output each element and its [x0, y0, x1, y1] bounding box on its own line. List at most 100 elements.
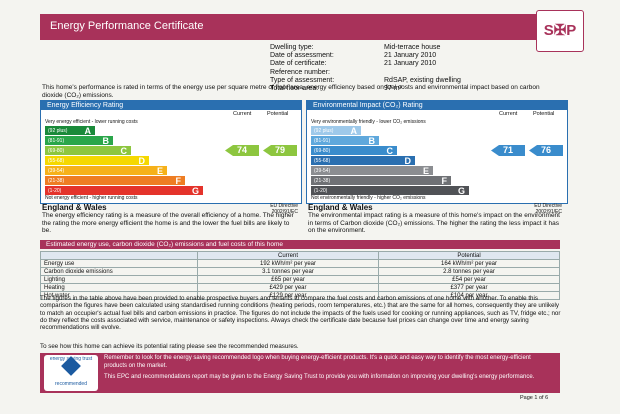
band-range: (55-68)	[314, 158, 331, 164]
intro-text: This home's performance is rated in term…	[42, 84, 540, 99]
band-range: (92 plus)	[314, 128, 334, 134]
band-d: (55-68) D	[45, 156, 149, 166]
environment-rating-box: Environmental Impact (CO₂) Rating Curren…	[306, 100, 568, 204]
band-f: (21-38) F	[311, 176, 451, 186]
certificate-header: Energy Performance Certificate	[40, 14, 560, 40]
environment-description: The environmental impact rating is a mea…	[308, 212, 560, 235]
detail-value: RdSAP, existing dwelling	[384, 76, 461, 84]
page-number: Page 1 of 6	[520, 395, 549, 401]
band-letter: C	[386, 146, 394, 156]
detail-label: Reference number:	[270, 68, 330, 76]
detail-value: 21 January 2010	[384, 52, 437, 60]
band-g: (1-20) G	[45, 186, 203, 196]
band-range: (1-20)	[48, 188, 62, 194]
band-c: (69-80) C	[45, 146, 131, 156]
band-range: (81-91)	[48, 138, 65, 144]
table-header-row: Current Potential	[40, 251, 560, 260]
estimates-title: Estimated energy use, carbon dioxide (CO…	[46, 241, 283, 248]
band-range: (69-80)	[314, 148, 331, 154]
band-e: (39-54) E	[45, 166, 167, 176]
energy-rating-box: Energy Efficiency Rating Current Potenti…	[40, 100, 302, 204]
band-g: (1-20) G	[311, 186, 469, 196]
environment-rating-title: Environmental Impact (CO₂) Rating	[307, 101, 567, 110]
detail-label: Date of certificate:	[270, 60, 327, 68]
table-row: Energy use 192 kWh/m² per year 164 kWh/m² …	[40, 259, 560, 268]
table-row: Carbon dioxide emissions 3.1 tonnes per y…	[40, 267, 560, 276]
band-letter: B	[368, 136, 376, 146]
table-cell: 192 kWh/m² per year	[197, 259, 379, 268]
band-e: (39-54) E	[311, 166, 433, 176]
band-letter: G	[191, 186, 199, 196]
energy-saving-recommended-logo: energy saving trust recommended	[44, 355, 98, 391]
table-cell: Energy use	[40, 259, 198, 268]
detail-value: 21 January 2010	[384, 60, 437, 68]
estimates-table: Current Potential Energy use 192 kWh/m² p…	[40, 251, 560, 300]
recommendations-note: To see how this home can achieve its pot…	[40, 343, 299, 350]
band-letter: B	[102, 136, 110, 146]
band-c: (69-80) C	[311, 146, 397, 156]
band-letter: A	[84, 126, 92, 136]
band-range: (69-80)	[48, 148, 65, 154]
band-range: (92 plus)	[48, 128, 68, 134]
estimates-title-bar: Estimated energy use, carbon dioxide (CO…	[40, 240, 560, 249]
footer-banner: energy saving trust recommended Remember…	[40, 353, 560, 393]
detail-label: Dwelling type:	[270, 44, 314, 51]
band-range: (55-68)	[48, 158, 65, 164]
band-letter: C	[120, 146, 128, 156]
band-b: (81-91) B	[45, 136, 113, 146]
table-header: Potential	[378, 251, 560, 260]
figures-explanation: The figures in the table above have been…	[40, 295, 561, 332]
band-b: (81-91) B	[311, 136, 379, 146]
band-letter: F	[175, 176, 182, 186]
detail-value	[384, 69, 461, 77]
energy-top-hint: Very energy efficient - lower running co…	[45, 119, 138, 125]
band-range: (39-54)	[48, 168, 65, 174]
detail-value: 97 m²	[384, 85, 402, 93]
band-range: (21-38)	[48, 178, 65, 184]
table-cell: Carbon dioxide emissions	[40, 267, 198, 276]
environment-region: England & Wales	[308, 203, 373, 212]
table-cell: £65 per year	[197, 275, 379, 284]
table-row: Lighting £65 per year £54 per year	[40, 275, 560, 284]
environment-bottom-hint: Not environmentally friendly - higher CO…	[311, 195, 426, 201]
details-values: Mid-terrace house 21 January 2010 21 Jan…	[384, 44, 461, 93]
footer-line-2: This EPC and recommendations report may …	[104, 374, 535, 380]
band-letter: E	[156, 166, 163, 176]
table-cell: Heating	[40, 283, 198, 292]
band-range: (39-54)	[314, 168, 331, 174]
potential-column-header: Potential	[533, 111, 555, 117]
band-f: (21-38) F	[45, 176, 185, 186]
band-range: (21-38)	[314, 178, 331, 184]
details-labels: Dwelling type: Date of assessment: Date …	[270, 44, 334, 93]
current-column-header: Current	[499, 111, 518, 117]
detail-label: Type of assessment:	[270, 76, 335, 84]
band-range: (81-91)	[314, 138, 331, 144]
environment-eu-directive: EU Directive 2002/91/EC	[534, 203, 562, 215]
table-cell: 2.8 tonnes per year	[378, 267, 560, 276]
table-cell: 164 kWh/m² per year	[378, 259, 560, 268]
detail-value: Mid-terrace house	[384, 44, 441, 51]
table-header	[40, 251, 198, 260]
current-column-header: Current	[233, 111, 252, 117]
band-letter: A	[350, 126, 358, 136]
certificate-title: Energy Performance Certificate	[50, 20, 204, 32]
table-row: Heating £429 per year £377 per year	[40, 283, 560, 292]
energy-current-rating: 74	[225, 145, 259, 156]
band-letter: D	[404, 156, 412, 166]
table-cell: £54 per year	[378, 275, 560, 284]
energy-potential-rating: 79	[263, 145, 297, 156]
table-row: Hot water £129 per year £104 per year	[40, 291, 560, 300]
energy-rating-title: Energy Efficiency Rating	[41, 101, 301, 110]
table-cell: £104 per year	[378, 291, 560, 300]
energy-description: The energy efficiency rating is a measur…	[42, 212, 294, 235]
band-letter: G	[457, 186, 465, 196]
potential-column-header: Potential	[267, 111, 289, 117]
environment-potential-rating: 76	[529, 145, 563, 156]
band-letter: E	[422, 166, 429, 176]
sap-logo: S✠P	[536, 10, 584, 52]
band-a: (92 plus) A	[311, 126, 361, 136]
band-letter: D	[138, 156, 146, 166]
energy-region: England & Wales	[42, 203, 107, 212]
table-header: Current	[197, 251, 379, 260]
